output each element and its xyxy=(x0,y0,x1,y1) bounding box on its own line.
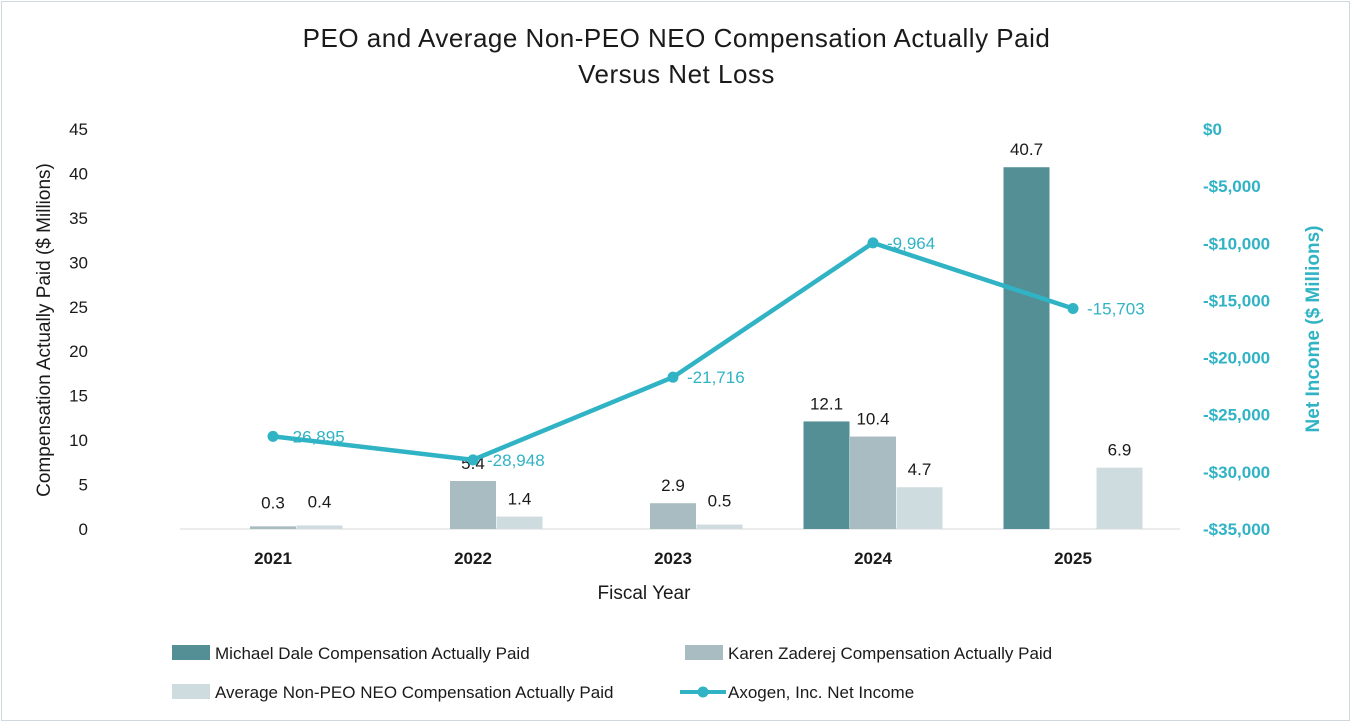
y-tick-label: 25 xyxy=(69,298,88,317)
bar-data-label: 12.1 xyxy=(810,394,843,413)
y2-tick-label: -$10,000 xyxy=(1203,234,1270,253)
x-tick-label: 2023 xyxy=(654,549,692,568)
legend-label: Michael Dale Compensation Actually Paid xyxy=(215,644,530,663)
legend-swatch xyxy=(685,645,723,660)
bar-data-label: 2.9 xyxy=(661,476,685,495)
y2-tick-label: -$30,000 xyxy=(1203,463,1270,482)
bar-1-1 xyxy=(450,481,496,529)
x-tick-label: 2021 xyxy=(254,549,292,568)
bar-data-label: 1.4 xyxy=(508,490,532,509)
bar-0-3 xyxy=(803,421,850,529)
bar-data-label: 0.3 xyxy=(261,493,285,512)
y-tick-label: 40 xyxy=(69,164,88,183)
y-tick-label: 45 xyxy=(69,120,88,139)
bar-data-label: 6.9 xyxy=(1108,441,1132,460)
legend-label: Average Non-PEO NEO Compensation Actuall… xyxy=(215,683,613,702)
y-axis-title: Compensation Actually Paid ($ Millions) xyxy=(34,163,55,497)
legend-swatch xyxy=(172,645,210,660)
chart-title-line-1: PEO and Average Non-PEO NEO Compensation… xyxy=(302,23,1051,53)
net-income-point xyxy=(267,430,279,442)
y-tick-label: 5 xyxy=(79,476,88,495)
y-tick-label: 10 xyxy=(69,431,88,450)
bar-2-1 xyxy=(496,516,543,529)
chart-title: PEO and Average Non-PEO NEO Compensation… xyxy=(0,20,1353,92)
bar-2-0 xyxy=(296,525,343,529)
y2-tick-label: -$15,000 xyxy=(1203,291,1270,310)
bar-data-label: 40.7 xyxy=(1010,140,1043,159)
y-tick-label: 30 xyxy=(69,253,88,272)
bar-data-label: 4.7 xyxy=(908,460,932,479)
y-tick-label: 35 xyxy=(69,209,88,228)
x-tick-label: 2022 xyxy=(454,549,492,568)
bar-data-label: 0.5 xyxy=(708,492,732,511)
y2-axis-title: Net Income ($ Millions) xyxy=(1303,226,1324,433)
bar-2-2 xyxy=(696,524,743,529)
legend-label: Karen Zaderej Compensation Actually Paid xyxy=(728,644,1052,663)
bar-1-0 xyxy=(250,526,296,529)
bar-2-3 xyxy=(896,487,943,529)
x-axis-title: Fiscal Year xyxy=(598,583,692,604)
net-income-data-label: -15,703 xyxy=(1087,299,1145,318)
bar-2-4 xyxy=(1096,467,1143,529)
net-income-point xyxy=(667,371,679,383)
y2-tick-label: -$35,000 xyxy=(1203,520,1270,539)
net-income-data-label: -26,895 xyxy=(287,427,345,446)
legend-swatch xyxy=(172,684,210,699)
net-income-line xyxy=(272,240,1074,463)
net-income-data-label: -28,948 xyxy=(487,451,545,470)
y-tick-label: 20 xyxy=(69,342,88,361)
y2-tick-label: -$20,000 xyxy=(1203,349,1270,368)
net-income-point xyxy=(1067,302,1079,314)
x-tick-label: 2024 xyxy=(854,549,892,568)
y-tick-label: 0 xyxy=(79,520,88,539)
x-tick-label: 2025 xyxy=(1054,549,1092,568)
net-income-point xyxy=(467,454,479,466)
y-tick-label: 15 xyxy=(69,387,88,406)
bar-0-4 xyxy=(1003,167,1050,529)
y2-tick-label: -$25,000 xyxy=(1203,406,1270,425)
y2-tick-label: $0 xyxy=(1203,120,1222,139)
y2-tick-label: -$5,000 xyxy=(1203,177,1261,196)
bar-1-2 xyxy=(650,503,696,529)
chart-title-line-2: Versus Net Loss xyxy=(578,59,775,89)
legend-line-marker xyxy=(697,686,709,698)
bar-1-3 xyxy=(850,436,896,529)
net-income-data-label: -21,716 xyxy=(687,368,745,387)
net-income-point xyxy=(867,237,879,249)
bar-data-label: 0.4 xyxy=(308,492,332,511)
legend-label: Axogen, Inc. Net Income xyxy=(728,683,914,702)
net-income-data-label: -9,964 xyxy=(887,234,935,253)
bar-data-label: 10.4 xyxy=(856,410,889,429)
